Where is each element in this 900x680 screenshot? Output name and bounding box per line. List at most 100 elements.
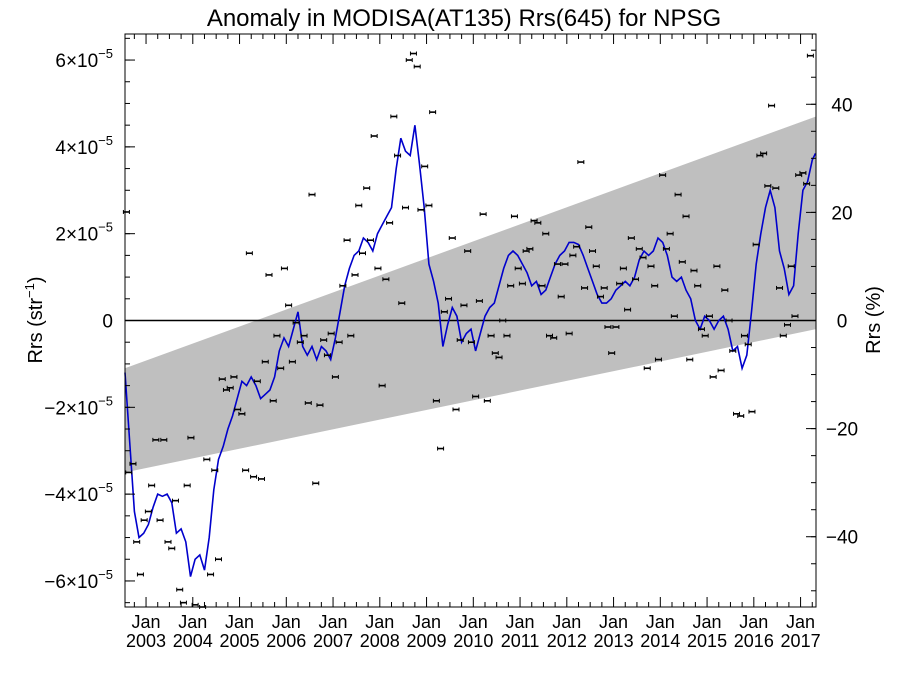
data-point — [152, 437, 160, 442]
data-point — [308, 192, 316, 197]
data-point — [604, 325, 612, 330]
data-point — [144, 509, 152, 514]
data-point — [791, 314, 799, 319]
data-point — [510, 214, 518, 219]
data-point — [569, 253, 577, 258]
data-point — [370, 134, 378, 139]
data-point — [238, 411, 246, 416]
data-point — [359, 251, 367, 256]
x-tick-year-label: 2013 — [594, 631, 634, 651]
data-point — [565, 331, 573, 336]
data-point — [136, 572, 144, 577]
data-point — [764, 183, 772, 188]
data-point — [624, 307, 632, 312]
data-point — [374, 266, 382, 271]
data-point — [475, 298, 483, 303]
data-point — [215, 557, 223, 562]
data-point — [670, 314, 678, 319]
x-tick-year-label: 2017 — [781, 631, 821, 651]
data-point — [779, 333, 787, 338]
data-point — [351, 272, 359, 277]
x-tick-month-label: Jan — [132, 612, 161, 632]
data-point — [686, 357, 694, 362]
data-point — [538, 283, 546, 288]
y-axis-left-title: Rrs (str−1) — [22, 276, 47, 363]
uncertainty-band-layer — [125, 116, 816, 473]
data-point — [596, 294, 604, 299]
y-right-tick-label: 40 — [831, 95, 852, 116]
data-point — [499, 318, 507, 323]
data-point — [799, 170, 807, 175]
data-point — [787, 264, 795, 269]
data-point — [129, 461, 137, 466]
data-point — [635, 246, 643, 251]
data-point — [577, 160, 585, 165]
x-tick-month-label: Jan — [319, 612, 348, 632]
data-point — [534, 220, 542, 225]
data-point — [526, 246, 534, 251]
data-point — [402, 205, 410, 210]
data-point — [503, 333, 511, 338]
y-axis-right-title: Rrs (%) — [863, 286, 885, 354]
x-tick-year-label: 2003 — [126, 631, 166, 651]
y-left-tick-exponent: −5 — [98, 480, 113, 495]
y-right-tick-label: −40 — [826, 528, 858, 549]
data-point — [806, 53, 814, 58]
data-point — [304, 400, 312, 405]
data-point — [460, 303, 468, 308]
x-tick-month-label: Jan — [552, 612, 581, 632]
data-point — [176, 587, 184, 592]
data-point — [409, 51, 417, 56]
data-point — [518, 281, 526, 286]
x-tick-year-label: 2006 — [266, 631, 306, 651]
x-tick-month-label: Jan — [599, 612, 628, 632]
y-left-tick-mantissa: 2×10 — [55, 225, 98, 246]
data-point — [705, 314, 713, 319]
data-point — [160, 437, 168, 442]
data-point — [285, 303, 293, 308]
x-tick-month-label: Jan — [693, 612, 722, 632]
data-point — [654, 357, 662, 362]
data-point — [464, 249, 472, 254]
y-left-tick-label: −6×10−5 — [44, 567, 113, 593]
data-point — [394, 153, 402, 158]
data-point — [425, 203, 433, 208]
x-tick-month-label: Jan — [272, 612, 301, 632]
y-axis-left-title-text: Rrs (str — [25, 298, 47, 364]
data-point — [250, 474, 258, 479]
data-point — [171, 498, 179, 503]
data-point — [768, 103, 776, 108]
data-point — [709, 374, 717, 379]
data-point — [627, 236, 635, 241]
data-point — [472, 394, 480, 399]
data-point — [678, 259, 686, 264]
data-point — [288, 359, 296, 364]
data-point — [183, 483, 191, 488]
monthly-points-layer — [122, 51, 814, 609]
data-point — [386, 220, 394, 225]
data-point — [335, 340, 343, 345]
x-tick-month-label: Jan — [412, 612, 441, 632]
data-point — [772, 186, 780, 191]
data-point — [207, 572, 215, 577]
y-left-tick-mantissa: 0 — [102, 312, 113, 333]
data-point — [316, 403, 324, 408]
x-tick-year-label: 2014 — [640, 631, 680, 651]
data-point — [320, 338, 328, 343]
data-point — [694, 283, 702, 288]
data-point — [234, 407, 242, 412]
data-point — [659, 173, 667, 178]
data-point — [713, 264, 721, 269]
data-point — [398, 301, 406, 306]
data-point — [226, 385, 234, 390]
y-right-tick-label: 20 — [831, 203, 852, 224]
y-left-tick-exponent: −5 — [98, 567, 113, 582]
data-point — [619, 266, 627, 271]
data-point — [448, 236, 456, 241]
data-point — [218, 377, 226, 382]
data-point — [725, 318, 733, 323]
data-point — [682, 214, 690, 219]
data-point — [495, 355, 503, 360]
